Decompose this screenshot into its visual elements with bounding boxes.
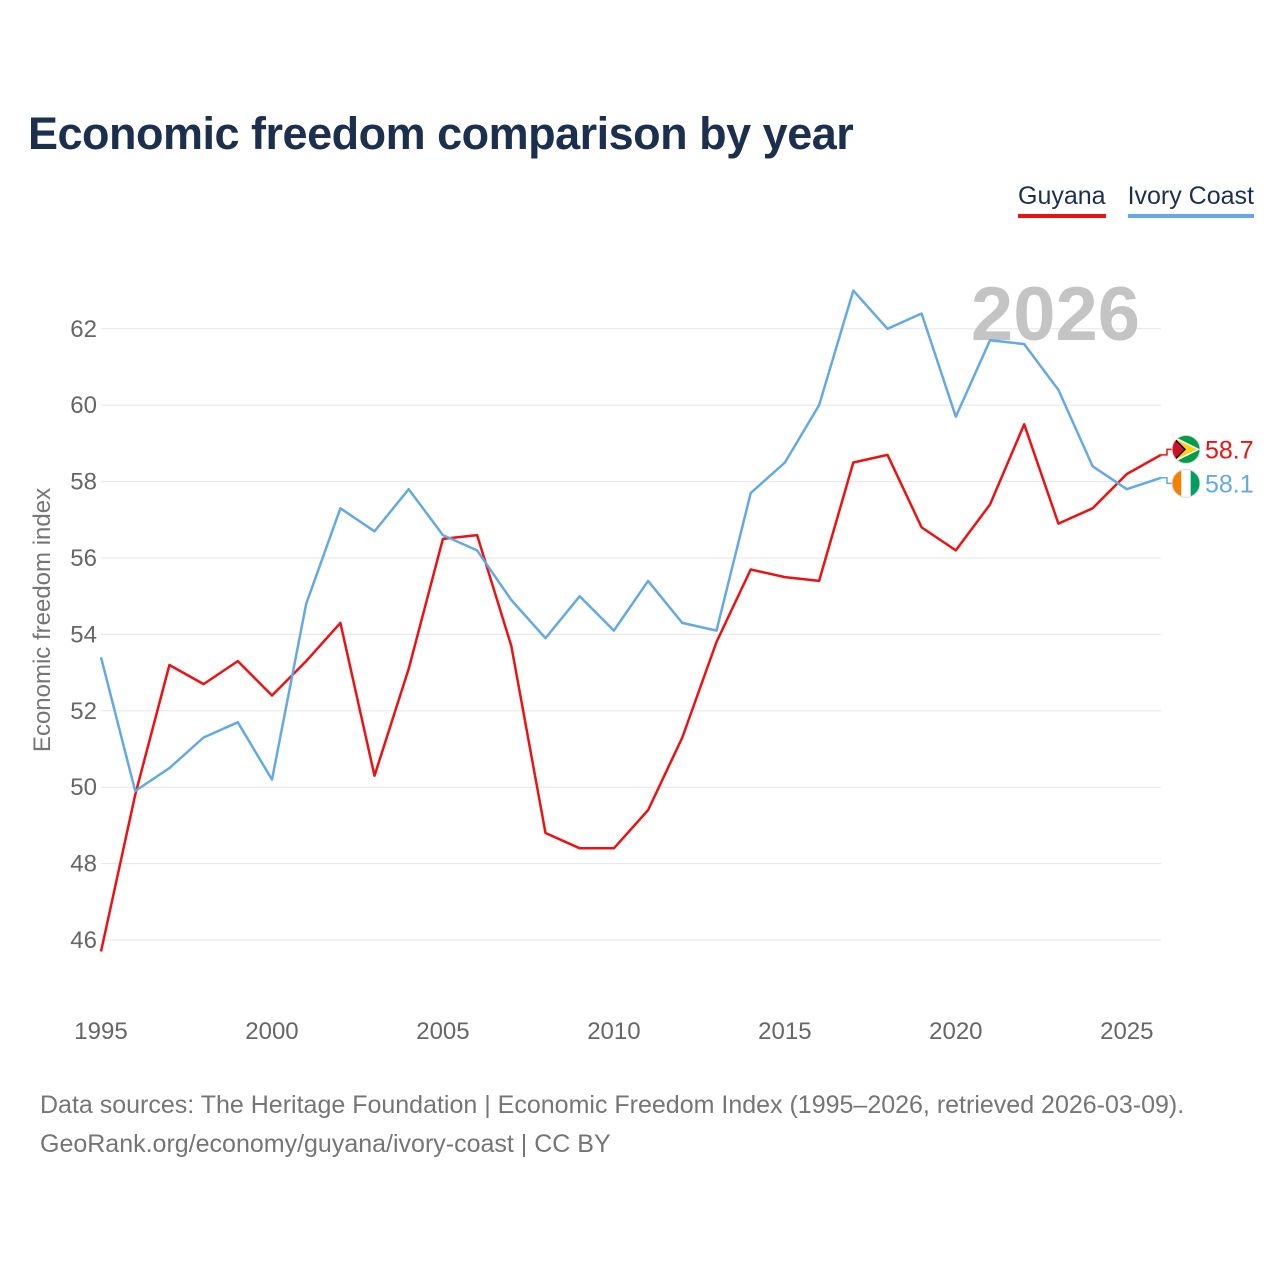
y-tick-label-60: 60 xyxy=(70,392,97,419)
y-tick-label-50: 50 xyxy=(70,774,97,801)
x-tick-label-1995: 1995 xyxy=(74,1018,127,1045)
y-tick-label-52: 52 xyxy=(70,698,97,725)
y-tick-label-56: 56 xyxy=(70,545,97,572)
end-value-label-ivory-coast: 58.1 xyxy=(1205,470,1254,498)
legend-item-ivory-coast[interactable]: Ivory Coast xyxy=(1127,182,1254,218)
guyana-flag-icon xyxy=(1171,434,1201,464)
legend: Guyana Ivory Coast xyxy=(1018,182,1254,218)
y-tick-label-48: 48 xyxy=(70,851,97,878)
x-axis-ticks: 1995 2000 2005 2010 2015 2020 2025 xyxy=(74,1018,1153,1045)
y-axis-ticks: 46 48 50 52 54 56 58 60 62 xyxy=(70,316,97,954)
y-tick-label-58: 58 xyxy=(70,469,97,496)
series-end-labels: 58.7 58.1 xyxy=(1161,434,1254,498)
chart-title: Economic freedom comparison by year xyxy=(28,108,854,159)
attribution-text: GeoRank.org/economy/guyana/ivory-coast |… xyxy=(40,1130,611,1158)
year-watermark: 2026 xyxy=(971,272,1140,357)
end-connector-guyana xyxy=(1161,448,1173,456)
x-tick-label-2025: 2025 xyxy=(1100,1018,1153,1045)
x-tick-label-2010: 2010 xyxy=(587,1018,640,1045)
y-tick-label-54: 54 xyxy=(70,621,97,648)
ivory-coast-flag-icon xyxy=(1171,468,1201,498)
gridlines xyxy=(101,328,1161,941)
y-tick-label-46: 46 xyxy=(70,927,97,954)
x-tick-label-2020: 2020 xyxy=(929,1018,982,1045)
data-source-text: Data sources: The Heritage Foundation | … xyxy=(40,1091,1185,1119)
line-chart: 2026 46 48 50 52 54 56 58 60 62 1995 2000 2005 2010… xyxy=(29,272,1254,1045)
x-tick-label-2005: 2005 xyxy=(416,1018,469,1045)
y-tick-label-62: 62 xyxy=(70,316,97,343)
end-value-label-guyana: 58.7 xyxy=(1205,436,1254,464)
series-line-guyana[interactable] xyxy=(99,423,1162,952)
x-tick-label-2000: 2000 xyxy=(245,1018,298,1045)
footer: Data sources: The Heritage Foundation | … xyxy=(40,1086,1184,1164)
end-connector-ivory-coast xyxy=(1161,477,1173,485)
series-lines xyxy=(99,289,1162,952)
y-axis-label: Economic freedom index xyxy=(29,488,56,752)
series-line-ivory-coast[interactable] xyxy=(99,289,1162,793)
x-tick-label-2015: 2015 xyxy=(758,1018,811,1045)
legend-item-guyana[interactable]: Guyana xyxy=(1018,182,1106,218)
